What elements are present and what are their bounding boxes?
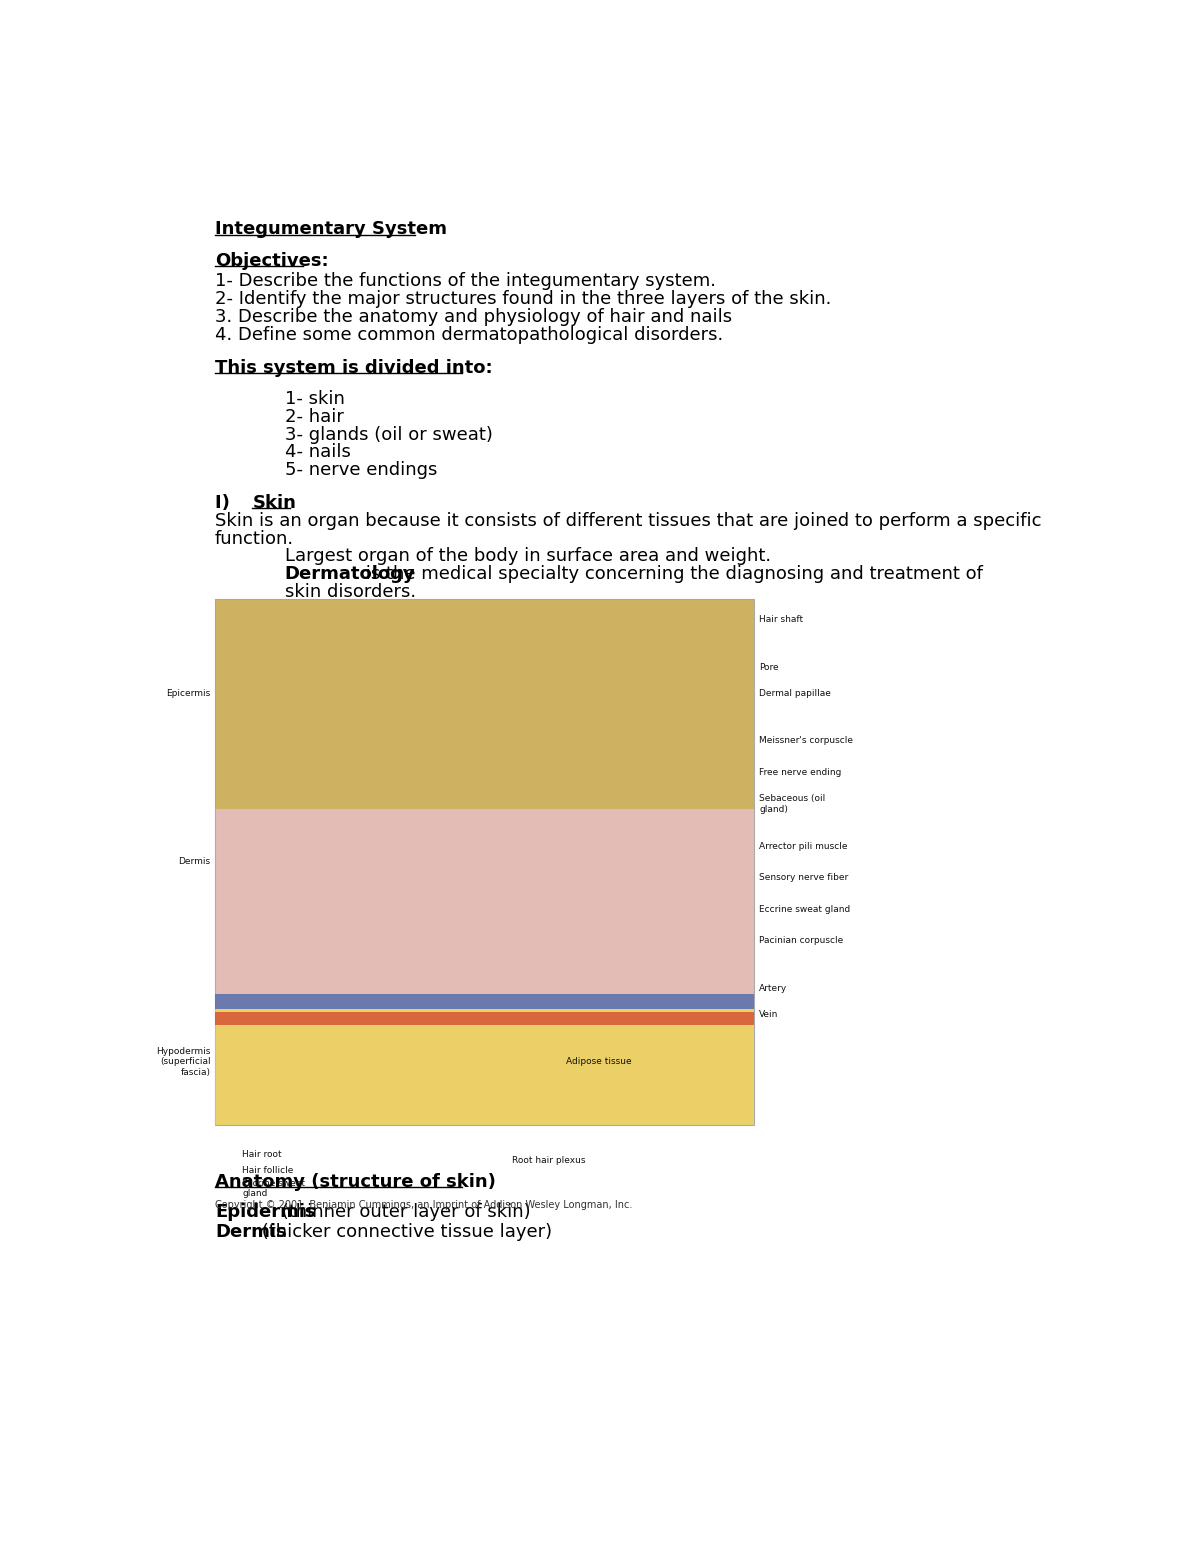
Text: 2- hair: 2- hair: [284, 407, 343, 426]
Bar: [215, 994, 755, 1124]
Text: 3- glands (oil or sweat): 3- glands (oil or sweat): [284, 426, 493, 444]
Text: Skin: Skin: [252, 494, 296, 511]
Text: Sebaceous (oil
gland): Sebaceous (oil gland): [760, 795, 826, 814]
Text: Eccrine sweat
gland: Eccrine sweat gland: [242, 1179, 305, 1199]
Text: Adipose tissue: Adipose tissue: [565, 1058, 631, 1067]
Text: 5- nerve endings: 5- nerve endings: [284, 461, 437, 480]
Text: Dermal papillae: Dermal papillae: [760, 690, 832, 699]
Text: 1- Describe the functions of the integumentary system.: 1- Describe the functions of the integum…: [215, 272, 716, 290]
Text: Dermis: Dermis: [179, 857, 210, 867]
Text: Anatomy (structure of skin): Anatomy (structure of skin): [215, 1173, 496, 1191]
Text: 1- skin: 1- skin: [284, 390, 344, 407]
Text: (thicker connective tissue layer): (thicker connective tissue layer): [256, 1224, 552, 1241]
Text: Pore: Pore: [760, 663, 779, 672]
Text: Skin is an organ because it consists of different tissues that are joined to per: Skin is an organ because it consists of …: [215, 511, 1042, 530]
Text: function.: function.: [215, 530, 294, 548]
Text: Meissner's corpuscle: Meissner's corpuscle: [760, 736, 853, 745]
Text: Hair shaft: Hair shaft: [760, 615, 803, 624]
Text: Eccrine sweat gland: Eccrine sweat gland: [760, 905, 851, 913]
Text: (thinner outer layer of skin): (thinner outer layer of skin): [276, 1202, 530, 1221]
Text: Dermatology: Dermatology: [284, 565, 415, 584]
Text: 2- Identify the major structures found in the three layers of the skin.: 2- Identify the major structures found i…: [215, 290, 832, 309]
Text: Sensory nerve fiber: Sensory nerve fiber: [760, 873, 848, 882]
Text: is the medical specialty concerning the diagnosing and treatment of: is the medical specialty concerning the …: [360, 565, 983, 584]
Text: Root hair plexus: Root hair plexus: [511, 1157, 586, 1165]
Text: Integumentary System: Integumentary System: [215, 221, 448, 238]
Text: Artery: Artery: [760, 983, 787, 992]
Text: I): I): [215, 494, 242, 511]
Text: Hypodermis
(superficial
fascia): Hypodermis (superficial fascia): [156, 1047, 210, 1076]
Text: Epicermis: Epicermis: [166, 690, 210, 699]
Text: 3. Describe the anatomy and physiology of hair and nails: 3. Describe the anatomy and physiology o…: [215, 309, 732, 326]
Text: Dermis: Dermis: [215, 1224, 287, 1241]
Text: Copyright © 2001. Benjamin Cummings, an Imprint of Addison Wesley Longman, Inc.: Copyright © 2001. Benjamin Cummings, an …: [215, 1200, 632, 1210]
Bar: [215, 599, 755, 1124]
Text: Epidermis: Epidermis: [215, 1202, 316, 1221]
Bar: [215, 994, 755, 1009]
Text: Largest organ of the body in surface area and weight.: Largest organ of the body in surface are…: [284, 548, 770, 565]
Text: Pacinian corpuscle: Pacinian corpuscle: [760, 936, 844, 946]
Text: This system is divided into:: This system is divided into:: [215, 359, 493, 376]
Bar: [215, 1013, 755, 1025]
Text: Vein: Vein: [760, 1009, 779, 1019]
Bar: [215, 599, 755, 809]
Text: skin disorders.: skin disorders.: [284, 584, 416, 601]
Text: Arrector pili muscle: Arrector pili muscle: [760, 842, 847, 851]
Text: Hair follicle: Hair follicle: [242, 1166, 294, 1176]
Text: 4. Define some common dermatopathological disorders.: 4. Define some common dermatopathologica…: [215, 326, 724, 345]
Text: Objectives:: Objectives:: [215, 252, 329, 270]
Text: 4- nails: 4- nails: [284, 444, 350, 461]
Bar: [215, 809, 755, 994]
Text: Free nerve ending: Free nerve ending: [760, 769, 841, 776]
Text: Hair root: Hair root: [242, 1151, 282, 1160]
